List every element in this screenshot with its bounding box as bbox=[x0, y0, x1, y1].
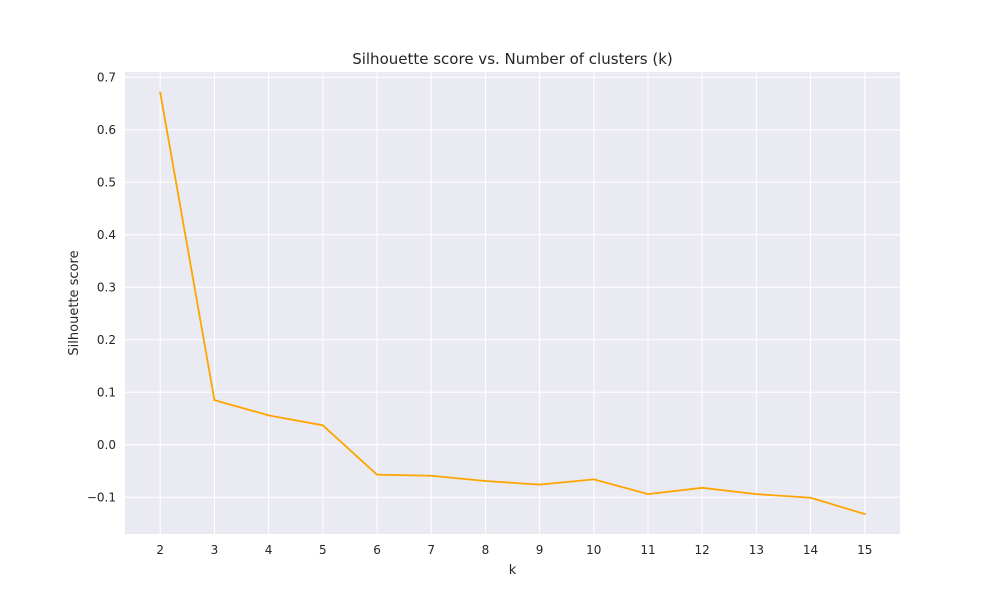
y-tick-label: −0.1 bbox=[87, 490, 116, 504]
grid-lines bbox=[125, 72, 900, 534]
x-tick-label: 2 bbox=[156, 543, 164, 557]
data-point bbox=[701, 486, 704, 489]
x-tick-label: 10 bbox=[586, 543, 601, 557]
data-point bbox=[755, 493, 758, 495]
y-tick-labels: −0.1 0.0 0.1 0.2 0.3 0.4 0.5 0.6 0.7 bbox=[87, 70, 116, 504]
x-tick-label: 12 bbox=[695, 543, 710, 557]
data-point bbox=[592, 478, 595, 481]
x-tick-label: 7 bbox=[427, 543, 435, 557]
data-point bbox=[213, 399, 216, 402]
y-tick-label: 0.0 bbox=[97, 438, 116, 452]
x-tick-label: 3 bbox=[211, 543, 219, 557]
x-tick-labels: 2 3 4 5 6 7 8 9 10 11 12 13 14 15 bbox=[156, 543, 872, 557]
y-tick-label: 0.4 bbox=[97, 228, 116, 242]
x-tick-label: 11 bbox=[640, 543, 655, 557]
data-point bbox=[159, 91, 162, 94]
data-point bbox=[376, 473, 378, 476]
data-point bbox=[809, 496, 812, 499]
data-point bbox=[538, 483, 541, 486]
x-tick-label: 4 bbox=[265, 543, 273, 557]
y-axis-label: Silhouette score bbox=[67, 250, 82, 355]
y-tick-label: 0.7 bbox=[97, 70, 116, 84]
x-tick-label: 15 bbox=[857, 543, 872, 557]
data-point bbox=[430, 474, 433, 477]
y-tick-label: 0.6 bbox=[97, 123, 116, 137]
data-point bbox=[321, 424, 324, 427]
chart-title: Silhouette score vs. Number of clusters … bbox=[352, 50, 673, 68]
data-point bbox=[267, 414, 270, 417]
x-tick-label: 14 bbox=[803, 543, 818, 557]
plot-area bbox=[125, 72, 900, 534]
x-tick-label: 5 bbox=[319, 543, 327, 557]
x-tick-label: 9 bbox=[536, 543, 544, 557]
data-point bbox=[863, 513, 866, 515]
x-axis-label: k bbox=[509, 563, 517, 578]
data-point bbox=[484, 480, 487, 482]
y-tick-label: 0.2 bbox=[97, 333, 116, 347]
y-tick-label: 0.1 bbox=[97, 385, 116, 399]
x-tick-label: 13 bbox=[749, 543, 764, 557]
y-tick-label: 0.5 bbox=[97, 175, 116, 189]
x-tick-label: 6 bbox=[373, 543, 381, 557]
x-tick-label: 8 bbox=[482, 543, 490, 557]
series-line bbox=[159, 91, 866, 515]
y-tick-label: 0.3 bbox=[97, 280, 116, 294]
series-layer bbox=[159, 91, 866, 515]
data-point bbox=[647, 493, 649, 495]
